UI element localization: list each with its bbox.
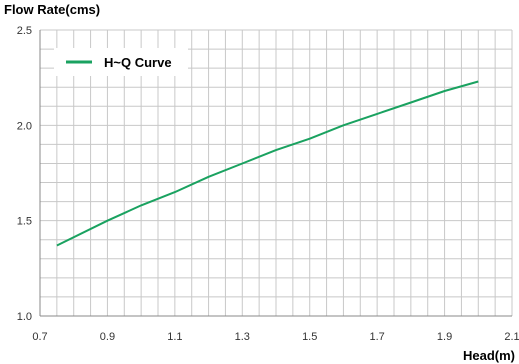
x-tick-label: 1.3 [235, 331, 250, 343]
x-tick-label: 1.5 [302, 331, 317, 343]
x-tick-label: 0.9 [100, 331, 115, 343]
y-tick-label: 2.5 [17, 25, 32, 37]
y-tick-labels: 1.0 1.5 2.0 2.5 [17, 25, 32, 323]
legend-label: H~Q Curve [104, 55, 172, 70]
x-tick-labels: 0.7 0.9 1.1 1.3 1.5 1.7 1.9 2.1 [32, 331, 519, 343]
x-tick-label: 1.7 [369, 331, 384, 343]
x-tick-label: 1.9 [437, 331, 452, 343]
plot-frame [39, 30, 512, 317]
y-tick-label: 1.5 [17, 216, 32, 228]
x-tick-label: 0.7 [32, 331, 47, 343]
x-tick-label: 2.1 [504, 331, 519, 343]
y-axis-label: Flow Rate(cms) [4, 2, 100, 17]
x-axis-label: Head(m) [463, 348, 515, 363]
legend: H~Q Curve [54, 48, 188, 76]
series-line-hq-curve [56, 80, 479, 247]
y-tick-label: 2.0 [17, 120, 32, 132]
grid [39, 29, 513, 317]
x-tick-label: 1.1 [167, 331, 182, 343]
series-layer [56, 80, 479, 247]
y-tick-label: 1.0 [17, 311, 32, 323]
